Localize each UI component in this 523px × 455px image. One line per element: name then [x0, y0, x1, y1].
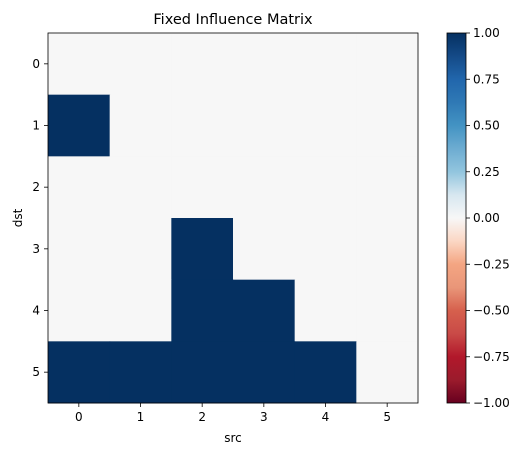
heatmap-cell-r3-c4: [294, 218, 357, 281]
heatmap-cell-r5-c5: [356, 341, 419, 404]
colorbar-tick-label: 0.50: [473, 119, 500, 133]
plot-frame: [47, 32, 419, 404]
heatmap-cell-r4-c1: [109, 279, 172, 342]
heatmap-cell-r2-c0: [48, 156, 111, 219]
colorbar-tick-label: 0.75: [473, 72, 500, 86]
heatmap-cell-r1-c3: [233, 94, 296, 157]
colorbar-tick-label: −0.75: [473, 350, 510, 364]
heatmap-cell-r0-c3: [233, 33, 296, 96]
y-axis-ticks: 0 1 2 3 4 5: [32, 57, 48, 379]
heatmap-cell-r1-c2: [171, 94, 234, 157]
colorbar-tick-label: 0.25: [473, 165, 500, 179]
heatmap-cell-r2-c3: [233, 156, 296, 219]
heatmap-cell-r0-c1: [109, 33, 172, 96]
colorbar-tick-label: 0.00: [473, 211, 500, 225]
x-axis-label: src: [224, 431, 242, 445]
y-tick-label: 1: [32, 119, 40, 133]
colorbar-ticks: 1.00 0.75 0.50 0.25 0.00 −0.25 −0.50 −0.75 −1.00: [466, 26, 510, 410]
heatmap-cell-r4-c4: [294, 279, 357, 342]
heatmap-cell-r5-c4: [294, 341, 357, 404]
y-tick-label: 5: [32, 365, 40, 379]
heatmap-cell-r1-c1: [109, 94, 172, 157]
colorbar: [446, 32, 467, 404]
y-tick-label: 0: [32, 57, 40, 71]
colorbar-tick-label: −0.50: [473, 304, 510, 318]
x-tick-label: 4: [322, 410, 330, 424]
heatmap-cell-r0-c0: [48, 33, 111, 96]
colorbar-tick-label: −1.00: [473, 396, 510, 410]
heatmap-cell-r2-c2: [171, 156, 234, 219]
x-axis-ticks: 0 1 2 3 4 5: [75, 403, 391, 424]
x-tick-label: 0: [75, 410, 83, 424]
heatmap-cell-r1-c5: [356, 94, 419, 157]
heatmap-cell-r3-c5: [356, 218, 419, 281]
heatmap-cell-r3-c0: [48, 218, 111, 281]
heatmap-cell-r4-c2: [171, 279, 234, 342]
heatmap-cell-r3-c3: [233, 218, 296, 281]
heatmap-cell-r0-c4: [294, 33, 357, 96]
y-axis-label: dst: [11, 208, 25, 227]
x-tick-label: 1: [137, 410, 145, 424]
x-tick-label: 5: [383, 410, 391, 424]
heatmap-cell-r5-c1: [109, 341, 172, 404]
y-tick-label: 3: [32, 242, 40, 256]
heatmap-cell-r4-c0: [48, 279, 111, 342]
heatmap-cell-r4-c5: [356, 279, 419, 342]
heatmap-cell-r1-c0: [48, 94, 111, 157]
heatmap-cell-r2-c5: [356, 156, 419, 219]
heatmap-cell-r3-c2: [171, 218, 234, 281]
x-tick-label: 2: [198, 410, 206, 424]
heatmap-cells: [48, 33, 419, 404]
heatmap-cell-r5-c0: [48, 341, 111, 404]
colorbar-tick-label: −0.25: [473, 257, 510, 271]
heatmap-cell-r0-c5: [356, 33, 419, 96]
chart-title: Fixed Influence Matrix: [153, 12, 313, 28]
colorbar-tick-label: 1.00: [473, 26, 500, 40]
y-tick-label: 2: [32, 180, 40, 194]
heatmap-cell-r2-c1: [109, 156, 172, 219]
heatmap-cell-r0-c2: [171, 33, 234, 96]
y-tick-label: 4: [32, 304, 40, 318]
heatmap-cell-r4-c3: [233, 279, 296, 342]
heatmap-cell-r2-c4: [294, 156, 357, 219]
x-tick-label: 3: [260, 410, 268, 424]
heatmap-cell-r1-c4: [294, 94, 357, 157]
heatmap-cell-r3-c1: [109, 218, 172, 281]
heatmap-cell-r5-c2: [171, 341, 234, 404]
heatmap-cell-r5-c3: [233, 341, 296, 404]
